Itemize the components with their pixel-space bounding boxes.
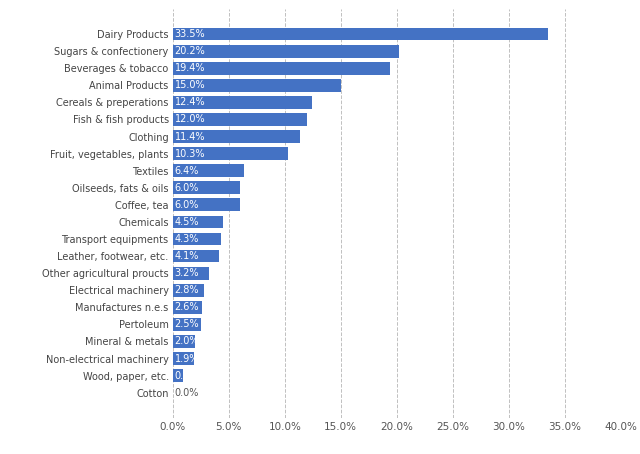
Text: 4.1%: 4.1% (175, 251, 199, 261)
Bar (173, 232, 221, 246)
Bar (173, 79, 341, 92)
Bar (173, 301, 202, 314)
Text: 1.9%: 1.9% (175, 354, 199, 364)
Text: 2.6%: 2.6% (175, 302, 199, 312)
Bar (173, 164, 244, 177)
Text: 4.5%: 4.5% (175, 217, 199, 227)
Bar (173, 318, 201, 331)
Bar (173, 62, 390, 74)
Text: 20.2%: 20.2% (175, 46, 205, 56)
Bar (173, 267, 209, 280)
Bar (173, 352, 194, 365)
Text: 6.0%: 6.0% (175, 183, 199, 193)
Bar (173, 130, 301, 143)
Bar (173, 369, 183, 382)
Text: 0.9%: 0.9% (175, 370, 199, 380)
Text: 2.0%: 2.0% (175, 336, 199, 346)
Text: 6.4%: 6.4% (175, 166, 199, 176)
Bar (173, 335, 195, 348)
Text: 2.8%: 2.8% (175, 285, 199, 295)
Bar (173, 28, 548, 40)
Bar (173, 216, 223, 228)
Bar (173, 198, 240, 211)
Text: 33.5%: 33.5% (175, 29, 205, 39)
Text: 0.0%: 0.0% (175, 388, 199, 398)
Text: 4.3%: 4.3% (175, 234, 199, 244)
Text: 12.4%: 12.4% (175, 97, 205, 107)
Text: 15.0%: 15.0% (175, 80, 205, 90)
Bar (173, 181, 240, 194)
Bar (173, 284, 204, 296)
Bar (173, 45, 399, 58)
Bar (173, 250, 219, 262)
Text: 3.2%: 3.2% (175, 268, 199, 278)
Text: 12.0%: 12.0% (175, 114, 205, 124)
Text: 2.5%: 2.5% (175, 320, 199, 330)
Bar (173, 96, 312, 109)
Bar (173, 147, 288, 160)
Text: 6.0%: 6.0% (175, 200, 199, 210)
Text: 10.3%: 10.3% (175, 148, 205, 158)
Bar (173, 113, 307, 126)
Text: 11.4%: 11.4% (175, 132, 205, 142)
Text: 19.4%: 19.4% (175, 63, 205, 73)
